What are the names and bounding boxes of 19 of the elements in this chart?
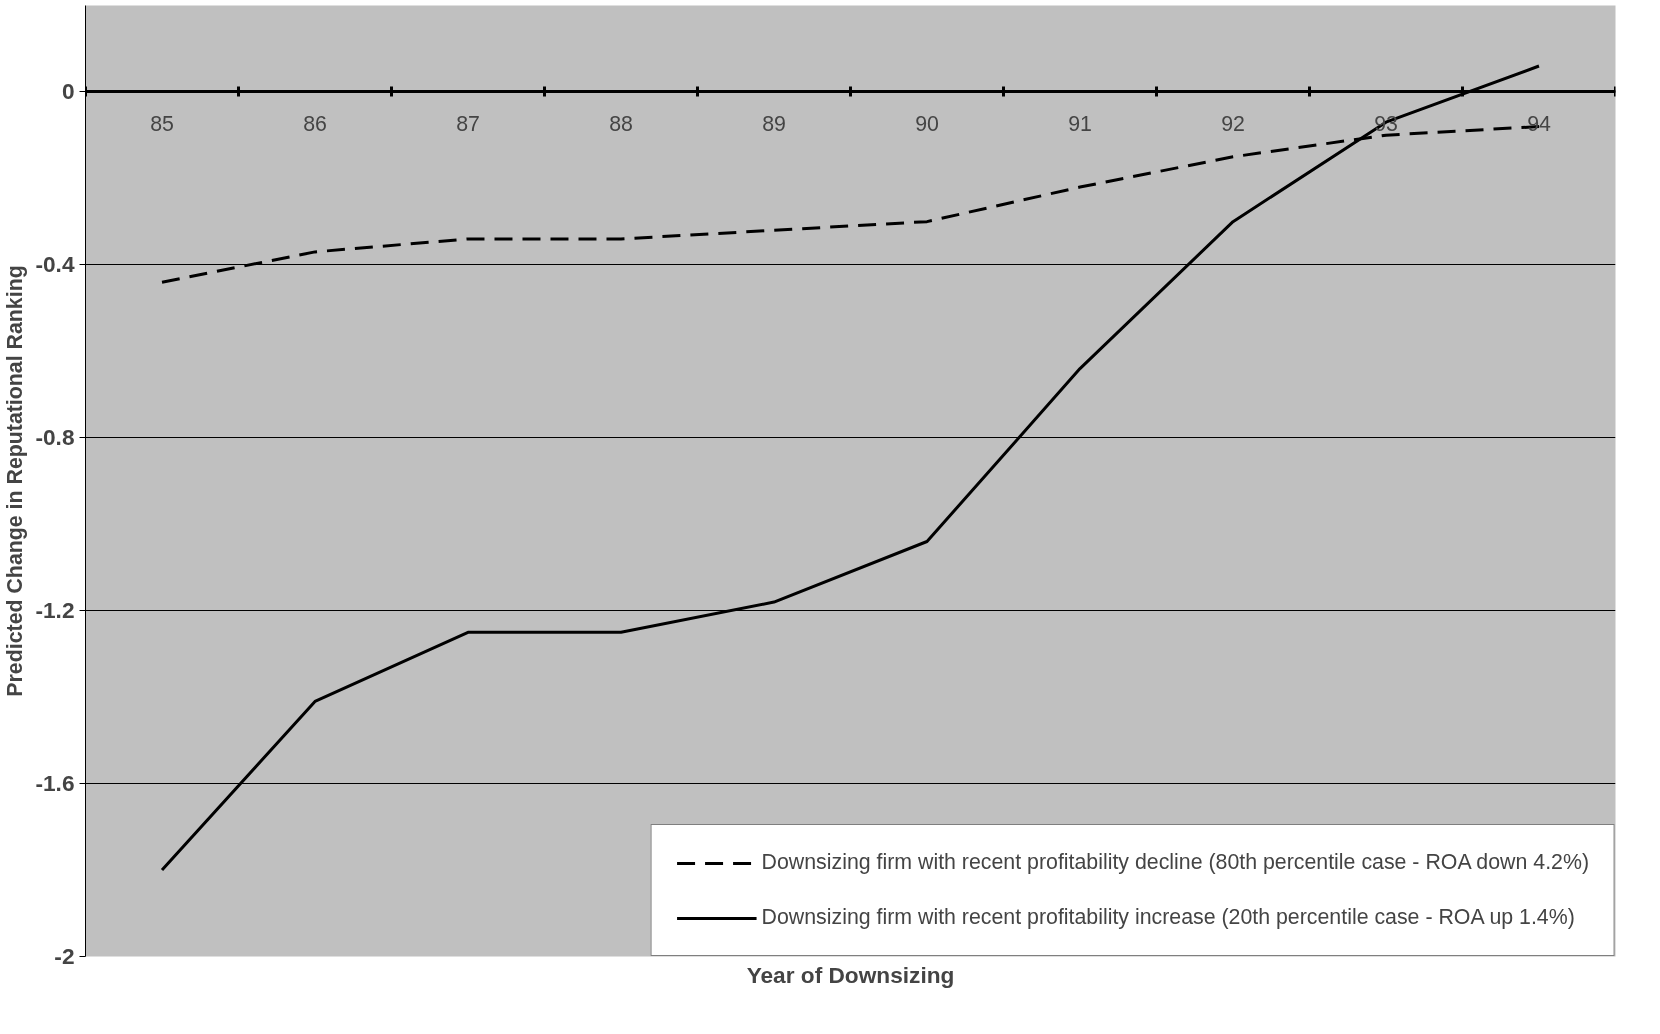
x-tick-label: 94: [1527, 111, 1551, 136]
y-tick-label: 0: [61, 78, 75, 105]
x-tick-label: 87: [456, 111, 480, 136]
x-tick-label: 90: [915, 111, 939, 136]
x-tick-label: 85: [150, 111, 174, 136]
y-tick-label: -0.4: [35, 251, 75, 278]
y-axis-title: Predicted Change in Reputational Ranking: [3, 265, 28, 697]
legend-label: Downsizing firm with recent profitability decline (80th percentile case - ROA down 4.2%): [761, 850, 1589, 875]
x-tick-label: 89: [762, 111, 786, 136]
y-tick-label: -2: [54, 943, 75, 969]
x-tick-label: 91: [1068, 111, 1092, 136]
x-tick-label: 86: [303, 111, 327, 136]
x-axis-title: Year of Downsizing: [746, 961, 955, 988]
y-tick-label: -1.6: [35, 770, 75, 797]
legend-label: Downsizing firm with recent profitability increase (20th percentile case - ROA up 1.4%): [761, 905, 1575, 930]
y-tick-label: -0.8: [35, 424, 75, 451]
y-tick-label: -1.2: [35, 597, 75, 624]
x-tick-label: 92: [1221, 111, 1245, 136]
x-tick-label: 88: [609, 111, 633, 136]
